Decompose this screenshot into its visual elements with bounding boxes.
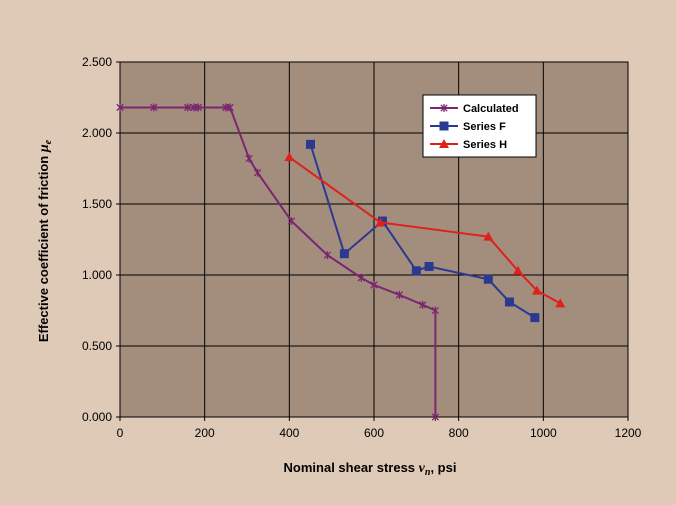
- data-point-series-h: [483, 231, 494, 241]
- x-axis-unit: , psi: [430, 460, 456, 475]
- y-tick-label: 2.000: [82, 126, 112, 140]
- y-tick-label: 2.500: [82, 55, 112, 69]
- data-point-calculated: [419, 300, 427, 309]
- x-axis-title: Nominal shear stress vn, psi: [284, 460, 457, 478]
- data-point-series-h: [531, 285, 542, 295]
- data-point-series-h: [512, 265, 523, 275]
- legend: Calculated Series F Series H: [422, 94, 537, 158]
- x-tick-label: 1200: [615, 426, 642, 440]
- y-tick-label: 0.500: [82, 339, 112, 353]
- data-point-calculated: [357, 273, 365, 282]
- legend-swatch-marker: [439, 139, 449, 148]
- data-point-calculated: [431, 413, 440, 421]
- x-axis-subscript: n: [425, 467, 431, 478]
- x-axis-symbol: v: [419, 461, 426, 476]
- x-axis-label: Nominal shear stress: [284, 460, 416, 475]
- x-tick-label: 400: [279, 426, 299, 440]
- y-axis-label: Effective coefficient of friction: [36, 156, 51, 342]
- data-point-calculated: [253, 168, 262, 177]
- y-axis-subscript: e: [43, 139, 54, 144]
- data-point-calculated: [116, 103, 124, 112]
- data-point-series-f: [411, 266, 421, 276]
- legend-label: Calculated: [463, 103, 519, 115]
- x-tick-label: 600: [364, 426, 384, 440]
- x-tick-label: 800: [449, 426, 469, 440]
- series-series-h: [284, 152, 566, 308]
- x-tick-label: 0: [117, 426, 124, 440]
- series-series-f: [306, 139, 540, 323]
- data-point-calculated: [431, 306, 440, 315]
- data-point-calculated: [370, 280, 378, 289]
- data-point-calculated: [184, 103, 192, 112]
- legend-item-series-h: Series H: [430, 139, 507, 151]
- data-point-calculated: [323, 251, 332, 260]
- data-point-series-h: [375, 217, 386, 227]
- data-point-calculated: [395, 290, 404, 299]
- data-point-series-f: [530, 313, 540, 323]
- legend-item-calculated: Calculated: [430, 103, 519, 115]
- y-axis-symbol: μ: [37, 144, 52, 153]
- data-point-series-f: [483, 274, 493, 284]
- series-calculated: [116, 103, 440, 421]
- data-point-calculated: [287, 217, 296, 226]
- data-point-series-f: [306, 139, 315, 149]
- y-axis-ticks: 0.000 0.500 1.000 1.500 2.000 2.500: [82, 55, 120, 424]
- grid-lines: [120, 62, 628, 417]
- data-point-calculated: [194, 103, 202, 112]
- series-layer: [116, 103, 566, 421]
- data-point-series-f: [504, 297, 514, 307]
- legend-item-series-f: Series F: [430, 121, 506, 133]
- data-point-series-f: [424, 261, 434, 271]
- x-tick-label: 200: [195, 426, 215, 440]
- legend-swatch-marker: [440, 104, 448, 112]
- data-point-series-h: [284, 152, 295, 162]
- y-tick-label: 1.500: [82, 197, 112, 211]
- x-axis-ticks: 0 200 400 600 800 1000 1200: [117, 417, 642, 440]
- x-tick-label: 1000: [530, 426, 557, 440]
- legend-swatch-marker: [439, 121, 449, 131]
- data-point-calculated: [245, 154, 253, 163]
- data-point-series-f: [377, 216, 387, 226]
- data-point-calculated: [150, 103, 158, 112]
- data-point-series-h: [555, 298, 566, 308]
- y-axis-title: Effective coefficient of friction μe: [36, 139, 54, 342]
- y-tick-label: 0.000: [82, 410, 112, 424]
- data-point-series-f: [339, 249, 349, 259]
- data-point-calculated: [226, 103, 234, 112]
- y-tick-label: 1.000: [82, 268, 112, 282]
- legend-label: Series F: [463, 121, 506, 133]
- legend-label: Series H: [463, 139, 507, 151]
